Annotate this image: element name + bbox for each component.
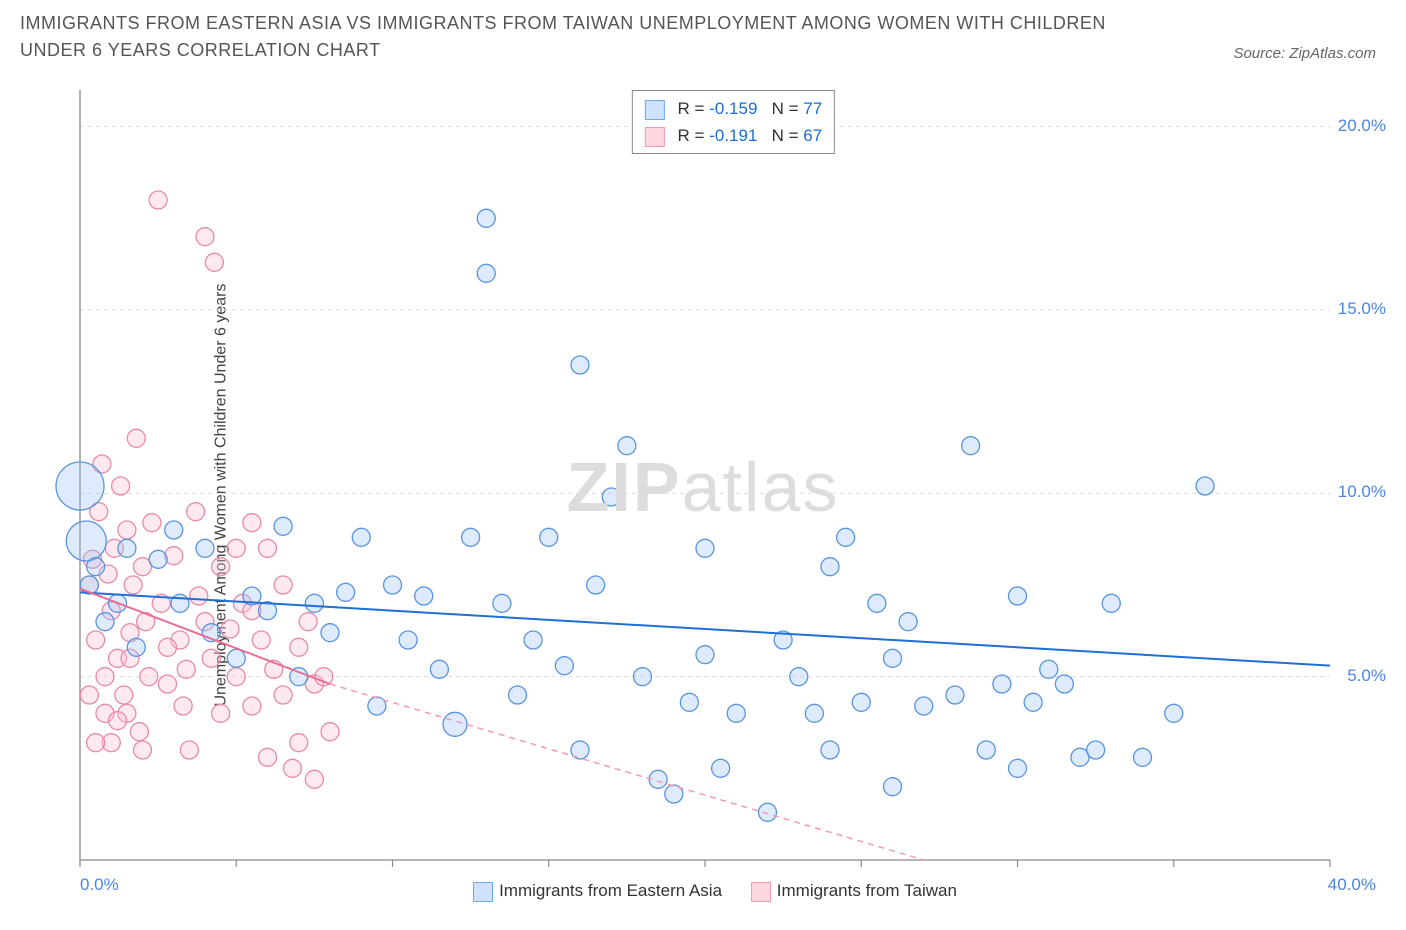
y-tick-label: 15.0% bbox=[1338, 299, 1386, 319]
y-tick-label: 20.0% bbox=[1338, 116, 1386, 136]
x-tick-min: 0.0% bbox=[80, 875, 119, 895]
scatter-plot-svg bbox=[20, 90, 1386, 900]
y-tick-label: 5.0% bbox=[1347, 666, 1386, 686]
series-legend: Immigrants from Eastern Asia Immigrants … bbox=[20, 881, 1386, 902]
legend-label-eastern-asia: Immigrants from Eastern Asia bbox=[499, 881, 722, 900]
x-tick-max: 40.0% bbox=[1328, 875, 1376, 895]
stats-row-pink: R = -0.191 N = 67 bbox=[645, 122, 822, 149]
chart-source: Source: ZipAtlas.com bbox=[1233, 45, 1376, 62]
correlation-chart: Unemployment Among Women with Children U… bbox=[20, 90, 1386, 900]
stats-row-blue: R = -0.159 N = 77 bbox=[645, 95, 822, 122]
y-tick-label: 10.0% bbox=[1338, 482, 1386, 502]
chart-title: IMMIGRANTS FROM EASTERN ASIA VS IMMIGRAN… bbox=[20, 10, 1120, 64]
stats-legend: R = -0.159 N = 77 R = -0.191 N = 67 bbox=[632, 90, 835, 154]
legend-label-taiwan: Immigrants from Taiwan bbox=[777, 881, 957, 900]
